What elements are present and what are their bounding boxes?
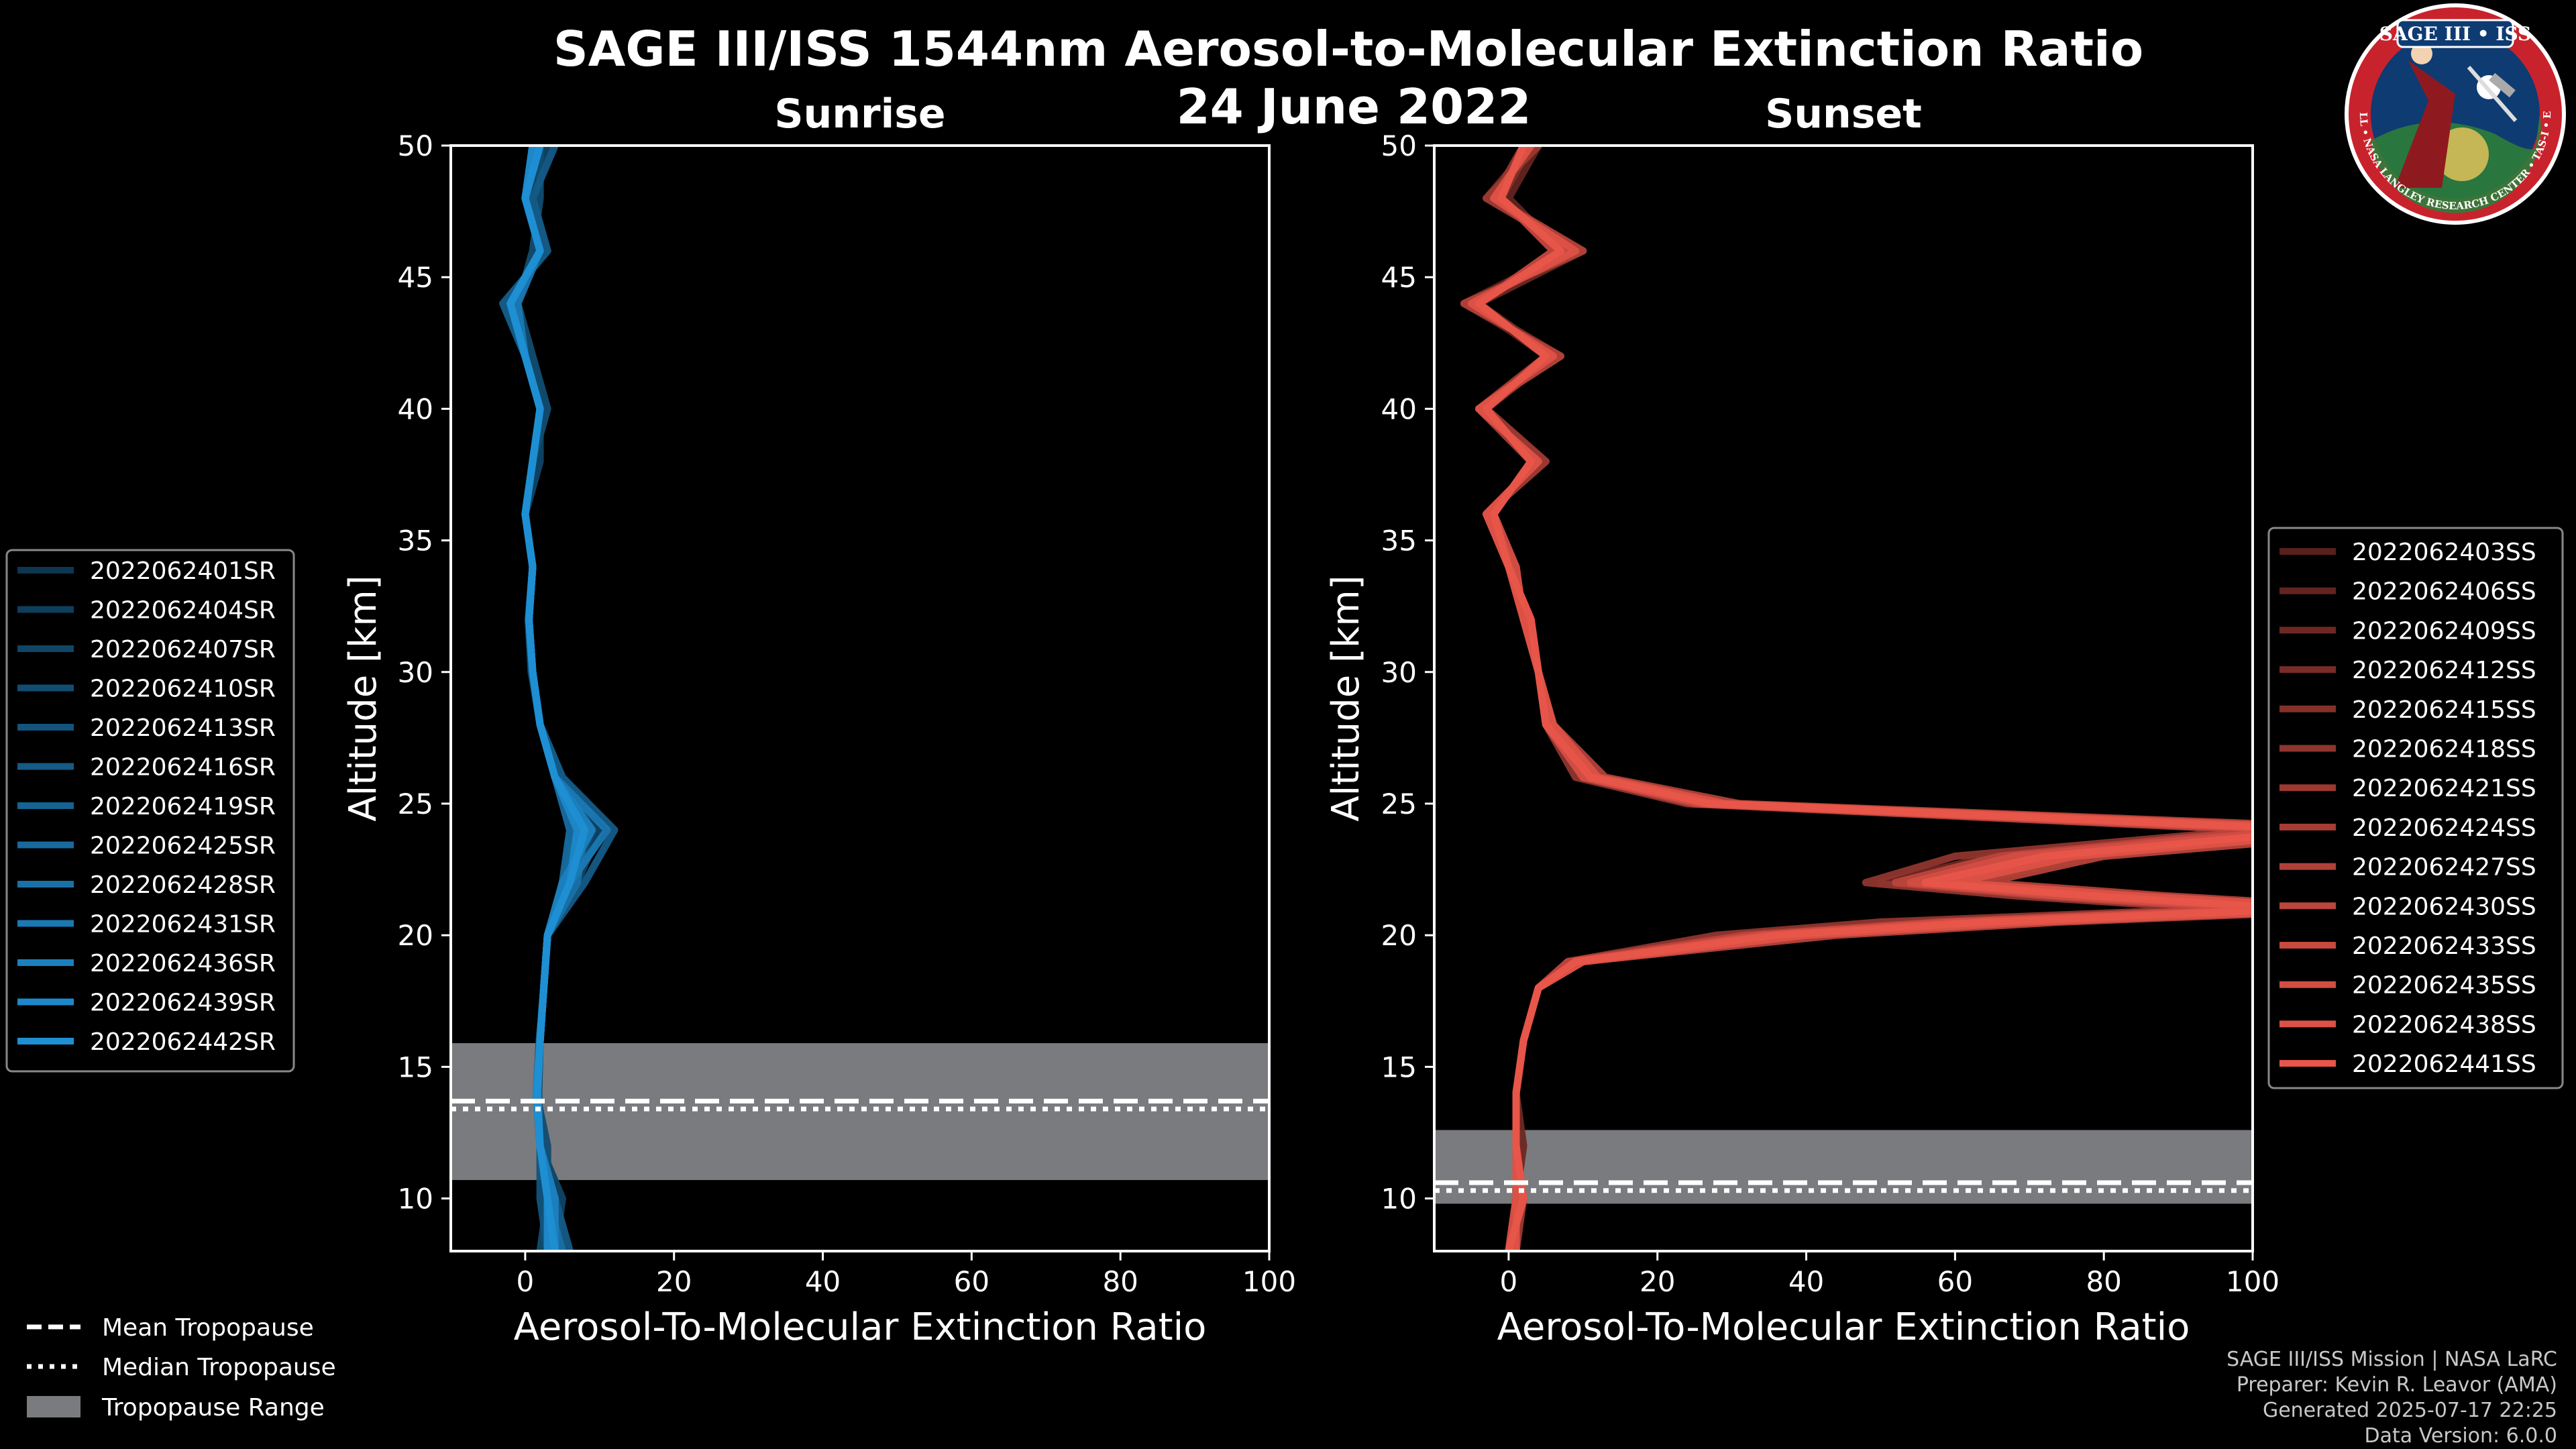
sunrise-y-tick-label: 15 <box>398 1051 433 1083</box>
sunrise-x-tick-label: 60 <box>954 1265 989 1298</box>
credits: SAGE III/ISS Mission | NASA LaRC Prepare… <box>2226 1348 2557 1448</box>
sunset-legend-label: 2022062403SS <box>2352 539 2536 566</box>
logo-title: SAGE III • ISS <box>2379 23 2532 45</box>
sunset-x-tick-label: 100 <box>2226 1265 2279 1298</box>
sunset-legend-label: 2022062418SS <box>2352 736 2536 763</box>
sunrise-x-tick-label: 0 <box>517 1265 535 1298</box>
sunset-x-axis-label: Aerosol-To-Molecular Extinction Ratio <box>1497 1305 2190 1349</box>
sunrise-legend-label: 2022062407SR <box>90 636 276 663</box>
sunset-series-group <box>1460 146 2253 1251</box>
sunrise-y-tick-label: 35 <box>398 525 433 557</box>
sunrise-panel: 0 20 40 60 80 100 10 15 20 25 30 35 40 45 50 Aerosol-… <box>341 129 1296 1349</box>
sunrise-x-ticks: 0 20 40 60 80 100 <box>517 1251 1296 1298</box>
mean-tropopause-label: Mean Tropopause <box>102 1314 314 1342</box>
sunset-legend-label: 2022062438SS <box>2352 1011 2536 1038</box>
sunrise-legend-label: 2022062419SR <box>90 793 276 820</box>
sunrise-axes-frame <box>449 144 1271 1252</box>
sunset-y-tick-label: 20 <box>1381 919 1417 952</box>
sunrise-tropopause-range <box>451 1043 1269 1181</box>
sunrise-y-tick-label: 20 <box>398 919 433 952</box>
sunset-x-tick-label: 20 <box>1640 1265 1675 1298</box>
sunrise-y-tick-label: 10 <box>398 1183 433 1216</box>
sunset-legend-label: 2022062435SS <box>2352 972 2536 1000</box>
sunrise-panel-title: Sunrise <box>774 91 945 138</box>
sunset-legend-label: 2022062421SS <box>2352 775 2536 802</box>
sunset-legend-label: 2022062430SS <box>2352 893 2536 920</box>
sunrise-y-tick-label: 45 <box>398 261 433 294</box>
sunset-y-axis-label: Altitude [km] <box>1324 575 1368 821</box>
credit-mission: SAGE III/ISS Mission | NASA LaRC <box>2226 1348 2557 1371</box>
sage-mission-logo: SAGE III • ISS BALL • NASA LANGLEY RESEA… <box>2345 3 2566 225</box>
sunrise-y-tick-label: 40 <box>398 392 433 425</box>
sunrise-y-ticks: 10 15 20 25 30 35 40 45 50 <box>398 129 451 1216</box>
sunset-y-tick-label: 50 <box>1381 129 1417 162</box>
sunrise-x-tick-label: 20 <box>656 1265 692 1298</box>
sunset-y-tick-label: 15 <box>1381 1051 1417 1083</box>
chart-title: SAGE III/ISS 1544nm Aerosol-to-Molecular… <box>553 21 2143 77</box>
sunrise-y-tick-label: 30 <box>398 656 433 689</box>
sunset-legend-label: 2022062409SS <box>2352 617 2536 645</box>
sunset-legend-label: 2022062415SS <box>2352 696 2536 724</box>
sunrise-y-axis-label: Altitude [km] <box>341 575 385 821</box>
credit-preparer: Preparer: Kevin R. Leavor (AMA) <box>2237 1373 2557 1397</box>
sunset-legend-label: 2022062406SS <box>2352 578 2536 606</box>
sunset-x-tick-label: 80 <box>2086 1265 2121 1298</box>
sunrise-legend-label: 2022062416SR <box>90 754 276 782</box>
sunrise-legend-label: 2022062431SR <box>90 911 276 938</box>
sunrise-legend-label: 2022062413SR <box>90 714 276 742</box>
sunset-y-ticks: 10 15 20 25 30 35 40 45 50 <box>1381 129 1434 1216</box>
sunset-legend-label: 2022062441SS <box>2352 1051 2536 1078</box>
sunset-legend: 2022062403SS 2022062406SS 2022062409SS 2022… <box>2267 527 2564 1089</box>
tropopause-range-swatch <box>27 1396 80 1417</box>
sunrise-legend-label: 2022062442SR <box>90 1028 276 1056</box>
sunrise-legend-label: 2022062401SR <box>90 557 276 585</box>
sunrise-y-tick-label: 25 <box>398 788 433 820</box>
tropopause-range-label: Tropopause Range <box>101 1394 325 1421</box>
sunset-y-tick-label: 40 <box>1381 392 1417 425</box>
median-tropopause-label: Median Tropopause <box>102 1354 336 1381</box>
sunrise-x-tick-label: 80 <box>1102 1265 1138 1298</box>
sunset-y-tick-label: 10 <box>1381 1183 1417 1216</box>
sunset-x-tick-label: 0 <box>1500 1265 1518 1298</box>
credit-generated: Generated 2025-07-17 22:25 <box>2263 1399 2557 1422</box>
sunrise-x-tick-label: 100 <box>1242 1265 1296 1298</box>
sunrise-legend-label: 2022062439SR <box>90 989 276 1017</box>
tropopause-legend: Mean Tropopause Median Tropopause Tropop… <box>27 1314 336 1421</box>
sunset-legend-label: 2022062427SS <box>2352 854 2536 881</box>
sunrise-series-group <box>499 146 619 1251</box>
sunset-y-tick-label: 25 <box>1381 788 1417 820</box>
sunset-y-tick-label: 35 <box>1381 525 1417 557</box>
sunset-legend-box <box>2267 527 2564 1089</box>
sunrise-y-tick-label: 50 <box>398 129 433 162</box>
sunrise-legend: 2022062401SR 2022062404SR 2022062407SR 2022… <box>5 549 295 1073</box>
sunset-legend-label: 2022062412SS <box>2352 657 2536 684</box>
sunrise-legend-label: 2022062428SR <box>90 871 276 899</box>
sunset-series-line <box>1475 146 2253 1251</box>
sunset-x-ticks: 0 20 40 60 80 100 <box>1500 1251 2279 1298</box>
credit-version: Data Version: 6.0.0 <box>2365 1424 2557 1448</box>
sunset-x-tick-label: 60 <box>1937 1265 1973 1298</box>
sunrise-legend-label: 2022062410SR <box>90 676 276 703</box>
sunset-legend-label: 2022062433SS <box>2352 932 2536 960</box>
sunrise-series-line <box>506 146 589 1251</box>
chart-date: 24 June 2022 <box>1177 78 1532 135</box>
sunrise-legend-label: 2022062425SR <box>90 833 276 860</box>
sunrise-legend-label: 2022062404SR <box>90 597 276 625</box>
sunset-panel-title: Sunset <box>1765 91 1922 138</box>
sunrise-x-tick-label: 40 <box>805 1265 841 1298</box>
sunrise-legend-box <box>5 549 295 1073</box>
sunset-y-tick-label: 30 <box>1381 656 1417 689</box>
sunrise-legend-label: 2022062436SR <box>90 950 276 977</box>
sunset-panel: 0 20 40 60 80 100 10 15 20 25 30 35 40 45 50 Aerosol-… <box>1324 129 2279 1349</box>
sunset-x-tick-label: 40 <box>1788 1265 1824 1298</box>
sunset-legend-label: 2022062424SS <box>2352 814 2536 842</box>
sunset-axes-frame <box>1433 144 2254 1252</box>
sunset-plot-area <box>1434 146 2253 1251</box>
sunset-y-tick-label: 45 <box>1381 261 1417 294</box>
sunrise-x-axis-label: Aerosol-To-Molecular Extinction Ratio <box>514 1305 1207 1349</box>
